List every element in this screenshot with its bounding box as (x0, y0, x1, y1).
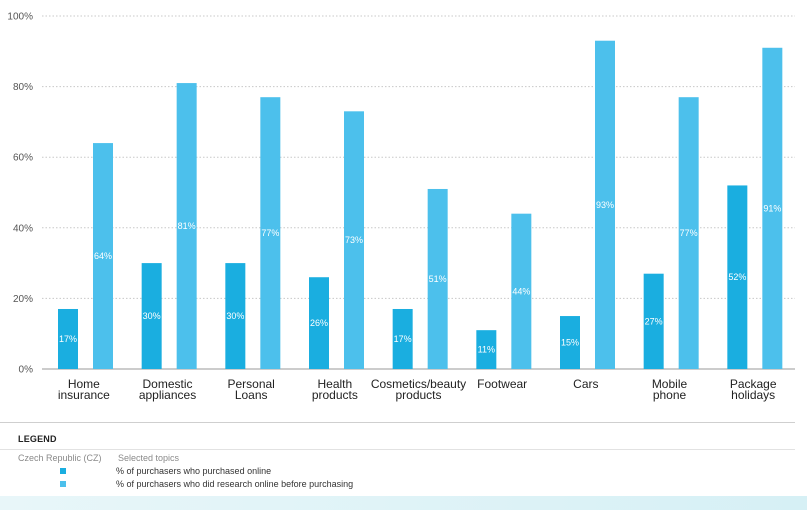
bar (727, 185, 748, 369)
bar-value-label: 15% (561, 338, 579, 348)
bar (344, 111, 364, 369)
bar (678, 97, 699, 369)
bar-value-label: 17% (59, 334, 77, 344)
bar-value-label: 30% (226, 311, 244, 321)
x-category-label: Footwear (477, 377, 527, 391)
bar-value-label: 77% (261, 228, 279, 238)
x-category-label: Loans (235, 388, 268, 402)
x-category-label: Home (68, 377, 100, 391)
legend-country: Czech Republic (CZ) (18, 453, 102, 463)
bar (141, 263, 162, 369)
bar (260, 97, 281, 369)
bar (762, 47, 783, 370)
bar-value-label: 51% (429, 274, 447, 284)
y-tick-label: 100% (7, 12, 33, 23)
bar-value-label: 77% (680, 228, 698, 238)
bar (476, 330, 497, 369)
bar-chart: 0% 20% 40% 60% 80% 100% 17% 64% 30% 81% 30% 77% 26%… (7, 12, 795, 402)
gridlines (42, 15, 795, 370)
y-tick-label: 60% (13, 153, 33, 164)
bar-value-label: 64% (94, 251, 112, 261)
bar-value-label: 93% (596, 200, 614, 210)
x-category-label: phone (653, 388, 687, 402)
legend: LEGEND Czech Republic (CZ) Selected topi… (0, 422, 807, 510)
x-category-label: Cosmetics/beauty (371, 377, 466, 391)
bar (392, 308, 413, 369)
x-category-label: appliances (139, 388, 196, 402)
x-category-label: Personal (227, 377, 274, 391)
x-category-label: Cars (573, 377, 598, 391)
legend-swatch-research-online (60, 481, 66, 487)
x-category-label: insurance (58, 388, 110, 402)
bar-value-label: 44% (512, 286, 530, 296)
bar (511, 213, 532, 369)
bar-value-label: 17% (394, 334, 412, 344)
bar (643, 273, 664, 369)
y-tick-label: 20% (13, 294, 33, 305)
bar-value-label: 81% (178, 221, 196, 231)
bar-value-label: 91% (763, 203, 781, 213)
x-category-label: Domestic (142, 377, 192, 391)
legend-divider (0, 449, 795, 450)
x-category-label: products (395, 388, 441, 402)
y-tick-label: 80% (13, 82, 33, 93)
bar (427, 188, 448, 369)
x-category-label: Health (317, 377, 352, 391)
bar (93, 143, 113, 369)
bar (58, 308, 78, 369)
bar-value-label: 11% (478, 345, 495, 355)
x-category-label: holidays (731, 388, 775, 402)
bar (225, 263, 246, 369)
legend-topics: Selected topics (118, 453, 180, 463)
bar (560, 316, 580, 369)
x-category-label: Package (730, 377, 777, 391)
bar-value-label: 26% (310, 318, 328, 328)
bar-value-label: 27% (645, 316, 663, 326)
y-tick-label: 40% (13, 223, 33, 234)
bar-value-label: 73% (345, 235, 363, 245)
bar-value-label: 30% (143, 311, 161, 321)
x-category-label: Mobile (652, 377, 688, 391)
bar-value-label: 52% (728, 272, 746, 282)
legend-divider-top (0, 422, 795, 423)
bar (309, 277, 329, 369)
legend-swatch-purchased-online (60, 468, 66, 474)
bars: 17% 64% 30% 81% 30% 77% 26% 73% 17% 51% 11% 44% 15% 9… (58, 40, 783, 370)
legend-label-research-online: % of purchasers who did research online … (116, 479, 354, 489)
footer-band (0, 496, 807, 510)
y-tick-label: 0% (19, 365, 34, 376)
y-axis-ticks: 0% 20% 40% 60% 80% 100% (7, 12, 33, 376)
x-category-label: products (312, 388, 358, 402)
bar (595, 40, 615, 370)
bar (176, 83, 197, 369)
legend-title: LEGEND (18, 434, 57, 444)
legend-label-purchased-online: % of purchasers who purchased online (116, 466, 272, 476)
